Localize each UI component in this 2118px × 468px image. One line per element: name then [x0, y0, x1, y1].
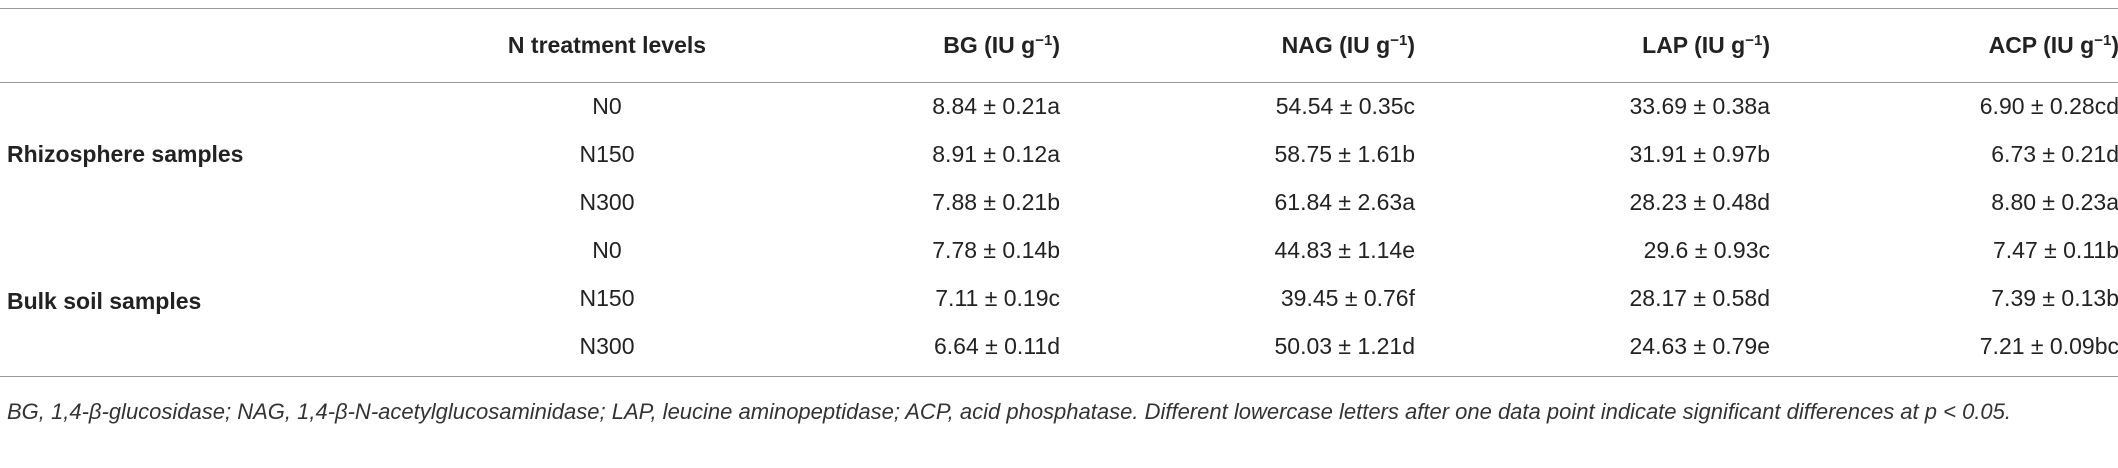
table-cell: 50.03 ± 1.21d: [1274, 332, 1415, 359]
table-cell: 29.6 ± 0.93c: [1643, 237, 1770, 263]
table-row: N150 8.91 ± 0.12a 58.75 ± 1.61b 31.91 ± 0.9…: [0, 131, 2118, 179]
header-text: ACP (IU g: [1988, 32, 2095, 58]
header-text: ): [1052, 32, 1060, 58]
header-cell: NAG (IU g−1): [1060, 9, 1415, 83]
footnote: BG, 1,4-β-glucosidase; NAG, 1,4-β-N-acet…: [7, 399, 2012, 424]
header-cell: N treatment levels: [437, 9, 777, 83]
table-cell: 28.17 ± 0.58d: [1629, 285, 1770, 311]
table-row: N300 7.88 ± 0.21b 61.84 ± 2.63a 28.23 ± 0.4…: [0, 179, 2118, 227]
header-cell: LAP (IU g−1): [1415, 9, 1770, 83]
header-text: BG (IU g: [943, 32, 1036, 58]
data-table: N treatment levels BG (IU g−1) NAG (IU g−1…: [0, 8, 2118, 377]
table-cell: 33.69 ± 0.38a: [1629, 93, 1770, 120]
table-cell: 6.73 ± 0.21d: [1991, 141, 2118, 167]
table-cell: N150: [579, 141, 635, 167]
group-label-text: Rhizosphere samples: [7, 141, 244, 168]
table-cell: 6.64 ± 0.11d: [933, 332, 1060, 359]
table-body: Rhizosphere samples N0 8.84 ± 0.21a 54.54 ±…: [0, 83, 2118, 377]
header-text: ): [1407, 32, 1415, 58]
table-cell: 7.78 ± 0.14b: [932, 237, 1060, 263]
header-text: NAG (IU g: [1281, 32, 1391, 58]
table-cell: 61.84 ± 2.63a: [1274, 189, 1415, 215]
table-header: N treatment levels BG (IU g−1) NAG (IU g−1…: [0, 8, 2118, 83]
header-text: ): [1762, 32, 1770, 58]
table-cell: 7.39 ± 0.13b: [1991, 285, 2118, 311]
group-label: Rhizosphere samples: [0, 83, 437, 227]
table-cell: 54.54 ± 0.35c: [1275, 93, 1415, 120]
table-cell: 8.84 ± 0.21a: [932, 93, 1060, 120]
header-text: N treatment levels: [507, 32, 707, 58]
table-row: N150 7.11 ± 0.19c 39.45 ± 0.76f 28.17 ± 0.5…: [0, 275, 2118, 323]
group-label: Bulk soil samples: [0, 227, 437, 377]
header-text: ): [2111, 32, 2118, 58]
table-cell: 44.83 ± 1.14e: [1274, 237, 1415, 263]
table-row: N300 6.64 ± 0.11d 50.03 ± 1.21d 24.63 ± 0.7…: [0, 323, 2118, 377]
table-cell: N300: [579, 189, 635, 215]
table-cell: 8.91 ± 0.12a: [932, 141, 1060, 167]
table-cell: 58.75 ± 1.61b: [1274, 141, 1415, 167]
header-superscript: −1: [1390, 32, 1408, 49]
table-cell: N0: [592, 237, 622, 263]
table-cell: 7.88 ± 0.21b: [932, 189, 1060, 215]
header-superscript: −1: [2094, 32, 2112, 49]
table-cell: 31.91 ± 0.97b: [1629, 141, 1770, 167]
header-superscript: −1: [1035, 32, 1053, 49]
table-cell: 7.21 ± 0.09bc: [1979, 332, 2118, 359]
header-cell: BG (IU g−1): [777, 9, 1060, 83]
table-cell: N150: [579, 285, 635, 311]
table-cell: N300: [579, 332, 635, 359]
table-row: Rhizosphere samples N0 8.84 ± 0.21a 54.54 ±…: [0, 83, 2118, 167]
header-cell: [0, 9, 437, 83]
header-text: LAP (IU g: [1642, 32, 1746, 58]
table-row: Bulk soil samples N0 7.78 ± 0.14b 44.83 ± 1…: [0, 227, 2118, 314]
table-cell: 7.11 ± 0.19c: [935, 285, 1060, 311]
table-cell: N0: [592, 93, 622, 120]
group-label-text: Bulk soil samples: [7, 287, 202, 314]
table-cell: 28.23 ± 0.48d: [1629, 189, 1770, 215]
table-cell: 39.45 ± 0.76f: [1280, 285, 1415, 311]
table-cell: 7.47 ± 0.11b: [1992, 237, 2118, 263]
table-cell: 8.80 ± 0.23a: [1991, 189, 2118, 215]
table-cell: 24.63 ± 0.79e: [1629, 332, 1770, 359]
table-cell: 6.90 ± 0.28cd: [1979, 93, 2118, 120]
header-row: N treatment levels BG (IU g−1) NAG (IU g−1…: [0, 8, 2118, 83]
header-cell: ACP (IU g−1): [1770, 9, 2118, 83]
header-superscript: −1: [1745, 32, 1763, 49]
